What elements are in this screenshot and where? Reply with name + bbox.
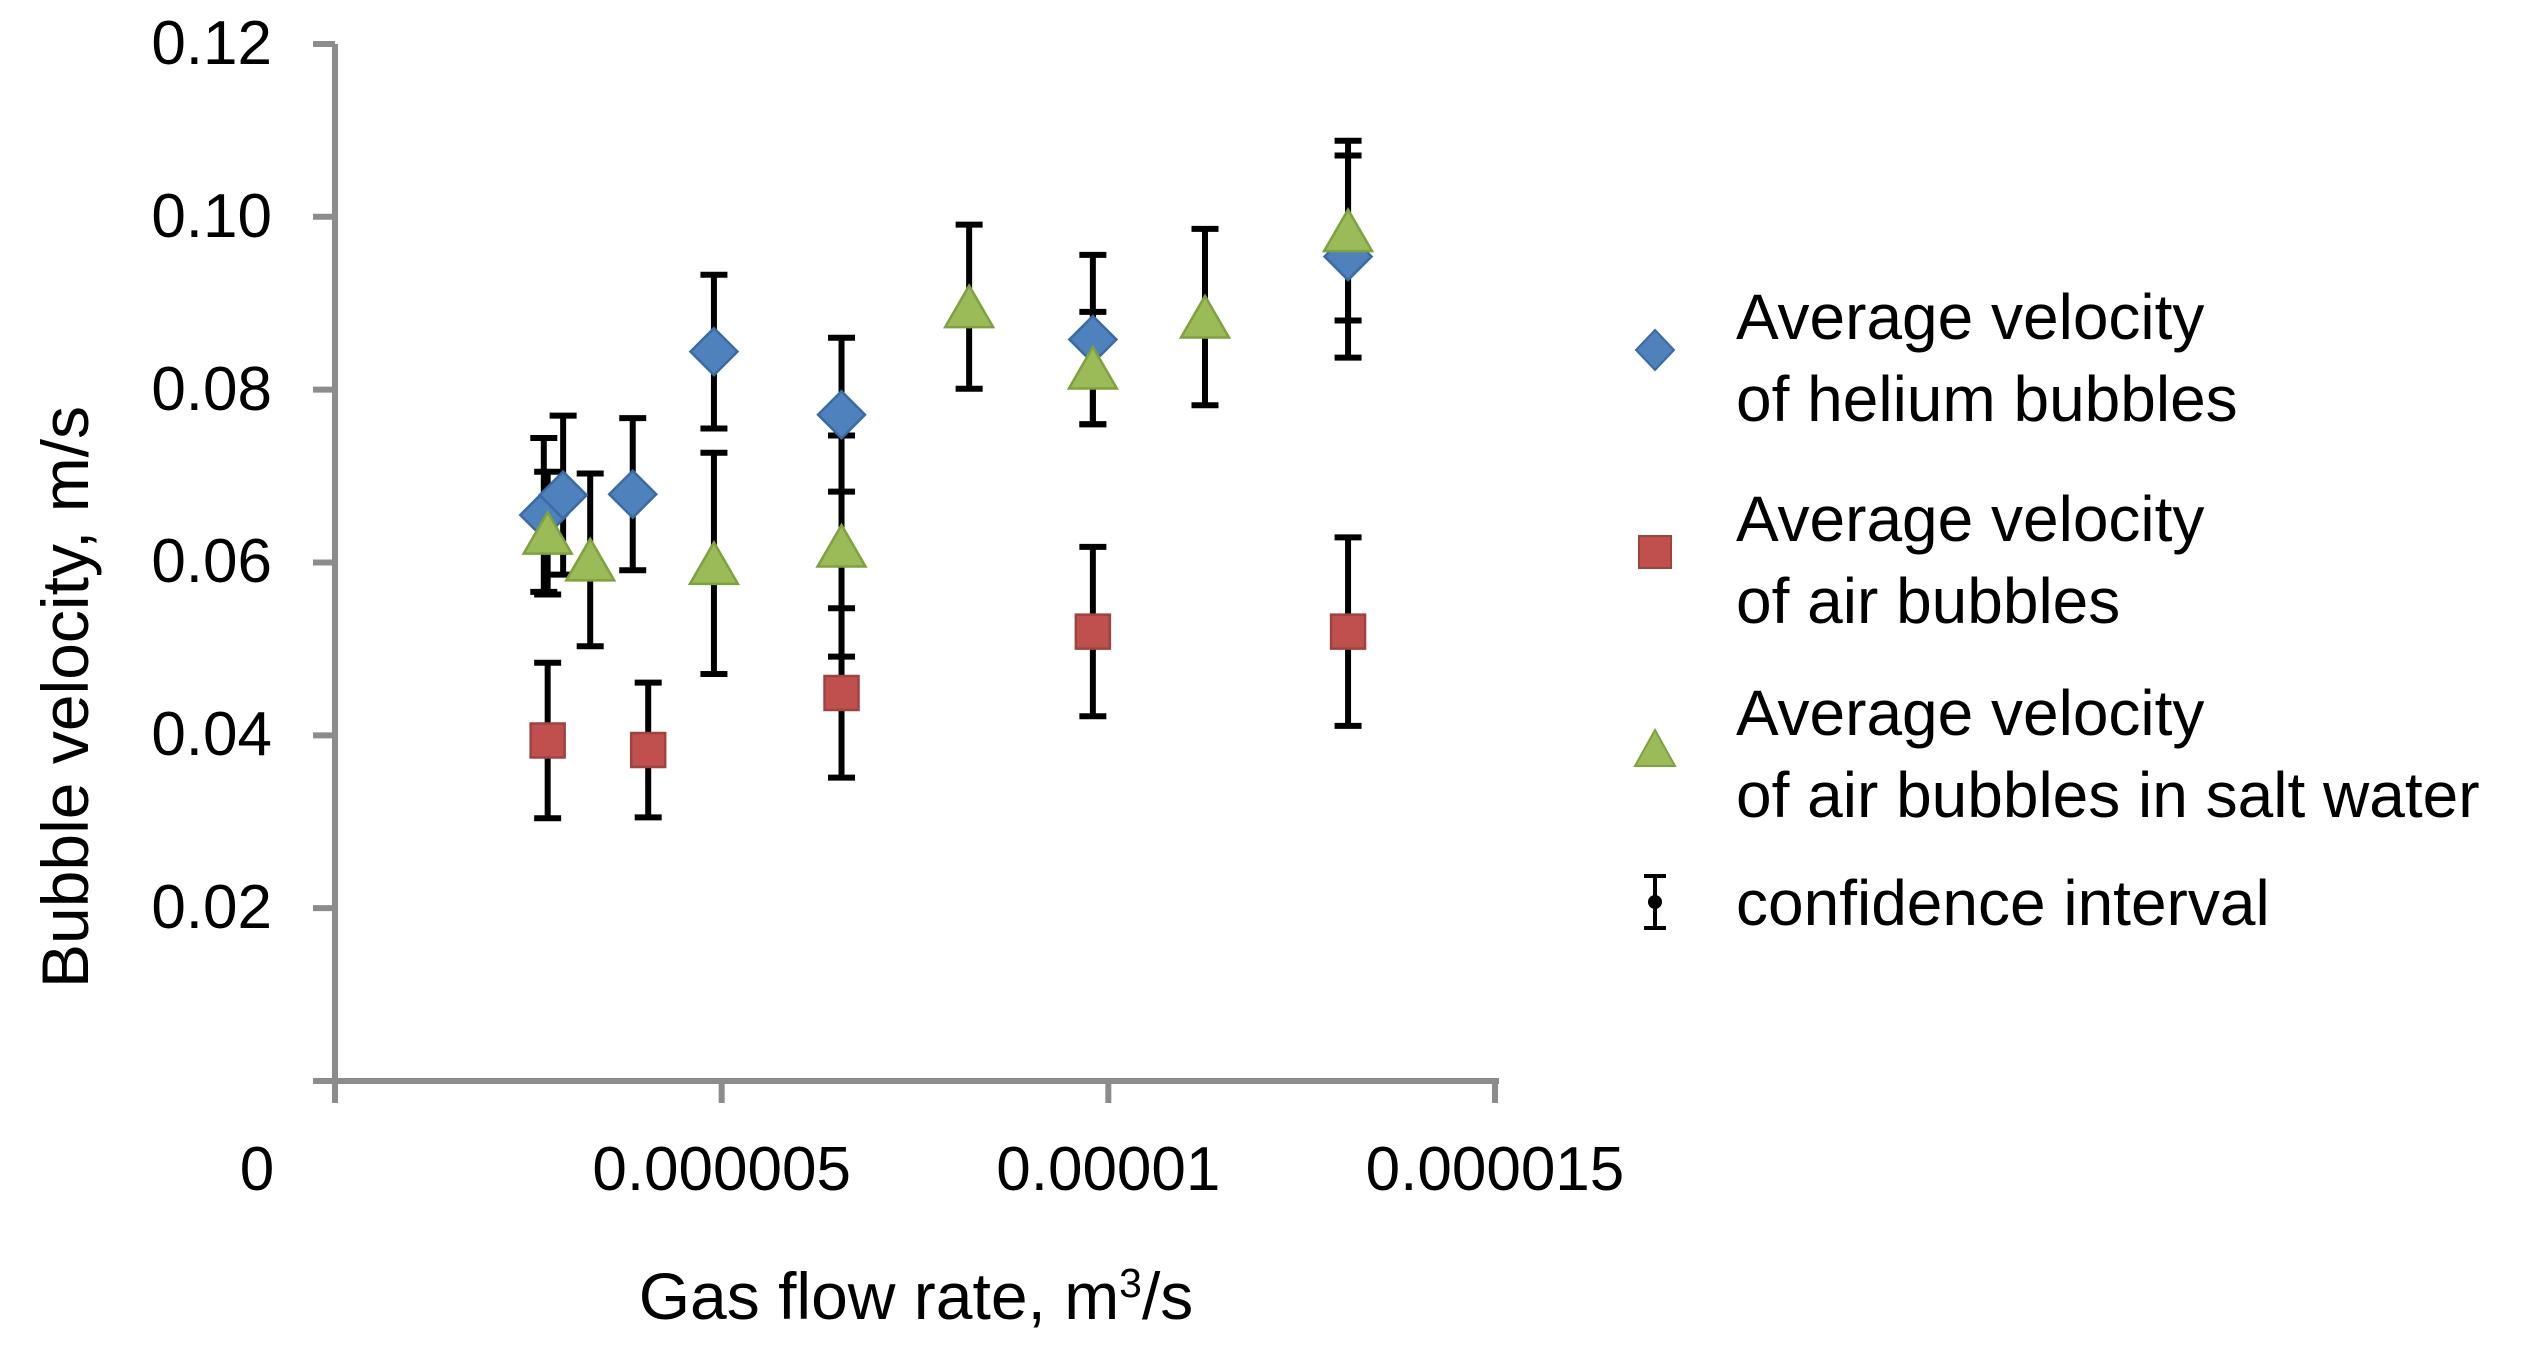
legend-label-line: of helium bubbles bbox=[1736, 363, 2238, 435]
legend-label-line: Average velocity bbox=[1736, 677, 2205, 749]
y-tick-label: 0.04 bbox=[151, 700, 272, 770]
x-tick-label: 0.00001 bbox=[996, 1135, 1221, 1204]
data-point-helium bbox=[537, 469, 589, 521]
x-axis-title-units: /s bbox=[1141, 1259, 1194, 1333]
data-point-salt_water bbox=[1066, 344, 1120, 390]
data-point-salt_water bbox=[564, 536, 617, 582]
data-point-air bbox=[1329, 613, 1367, 650]
x-axis-title-text: Gas flow rate, m bbox=[638, 1259, 1120, 1333]
data-point-air bbox=[823, 674, 860, 712]
x-tick-label: 0.000005 bbox=[592, 1135, 851, 1204]
x-axis-title-superscript: 3 bbox=[1119, 1259, 1142, 1306]
legend-label-line: Average velocity bbox=[1736, 483, 2205, 555]
data-point-air bbox=[629, 731, 667, 769]
data-point-helium bbox=[607, 468, 658, 520]
legend-label-air: Average velocity of air bubbles bbox=[1736, 478, 2204, 642]
legend-label-confidence-interval: confidence interval bbox=[1736, 862, 2270, 944]
legend: Average velocity of helium bubbles Avera… bbox=[1620, 0, 2544, 1349]
data-point-salt_water bbox=[815, 522, 868, 568]
y-tick-label: 0.10 bbox=[151, 181, 272, 251]
data-point-helium bbox=[688, 326, 740, 377]
legend-label-line: of air bubbles bbox=[1736, 565, 2121, 637]
x-axis-title: Gas flow rate, m3/s bbox=[639, 1258, 1194, 1334]
y-tick-label: 0.06 bbox=[151, 527, 272, 597]
data-point-air bbox=[1074, 613, 1112, 650]
y-tick-label: 0.08 bbox=[151, 354, 272, 424]
square-icon bbox=[1638, 535, 1672, 569]
data-point-salt_water bbox=[1178, 293, 1232, 339]
y-tick-label: 0.02 bbox=[151, 873, 272, 943]
data-point-helium bbox=[816, 389, 867, 440]
data-point-salt_water bbox=[521, 509, 574, 555]
y-tick-label: 0.12 bbox=[151, 8, 272, 78]
legend-label-line: Average velocity bbox=[1736, 281, 2205, 353]
legend-label-line: of air bubbles in salt water bbox=[1736, 759, 2480, 831]
x-tick-label: 0 bbox=[239, 1135, 275, 1204]
legend-label-line: confidence interval bbox=[1736, 867, 2270, 939]
data-point-air bbox=[529, 722, 566, 759]
diamond-icon bbox=[1634, 328, 1676, 372]
data-point-salt_water bbox=[1321, 207, 1375, 253]
y-axis-title: Bubble velocity, m/s bbox=[28, 405, 102, 989]
data-point-salt_water bbox=[687, 539, 741, 586]
triangle-icon bbox=[1633, 727, 1677, 767]
error-bar-icon bbox=[1644, 874, 1666, 930]
data-point-salt_water bbox=[942, 283, 996, 329]
x-tick-label: 0.000015 bbox=[1365, 1135, 1625, 1204]
legend-label-confidence: Average velocity of air bubbles in salt … bbox=[1736, 672, 2480, 836]
legend-label-helium: Average velocity of helium bubbles bbox=[1736, 276, 2238, 440]
